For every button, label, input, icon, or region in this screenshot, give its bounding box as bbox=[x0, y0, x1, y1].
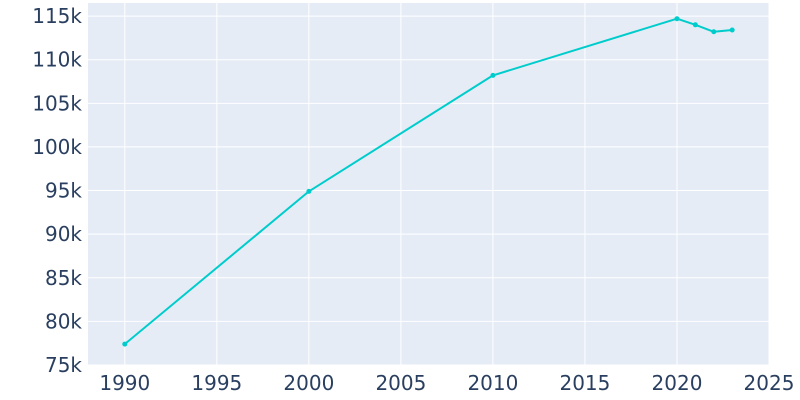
data-point bbox=[122, 341, 128, 347]
y-tick-label: 100k bbox=[32, 135, 82, 159]
data-point bbox=[490, 72, 496, 78]
y-tick-label: 95k bbox=[45, 179, 82, 203]
data-series bbox=[122, 16, 735, 347]
x-axis-tick-labels: 1990 1995 2000 2005 2010 2015 2020 2025 bbox=[99, 371, 794, 395]
data-point bbox=[692, 22, 698, 28]
y-axis-tick-labels: 75k 80k 85k 90k 95k 100k 105k 110k 115k bbox=[32, 4, 82, 377]
plot-area bbox=[88, 3, 769, 365]
x-tick-label: 2005 bbox=[375, 371, 426, 395]
y-tick-label: 75k bbox=[45, 353, 82, 377]
y-gridlines bbox=[88, 15, 769, 366]
x-tick-label: 2015 bbox=[559, 371, 610, 395]
x-tick-label: 2025 bbox=[744, 371, 795, 395]
data-point bbox=[729, 27, 735, 33]
y-tick-label: 105k bbox=[32, 91, 82, 115]
x-tick-label: 1995 bbox=[191, 371, 242, 395]
y-tick-label: 115k bbox=[32, 4, 82, 28]
data-point bbox=[306, 188, 312, 194]
x-tick-label: 2010 bbox=[467, 371, 518, 395]
data-point bbox=[711, 29, 717, 35]
y-tick-label: 90k bbox=[45, 222, 82, 246]
x-tick-label: 1990 bbox=[99, 371, 150, 395]
x-gridlines bbox=[124, 3, 770, 365]
data-point bbox=[674, 16, 680, 22]
y-tick-label: 85k bbox=[45, 266, 82, 290]
y-tick-label: 80k bbox=[45, 309, 82, 333]
y-tick-label: 110k bbox=[32, 48, 82, 72]
x-tick-label: 2020 bbox=[652, 371, 703, 395]
x-tick-label: 2000 bbox=[283, 371, 334, 395]
